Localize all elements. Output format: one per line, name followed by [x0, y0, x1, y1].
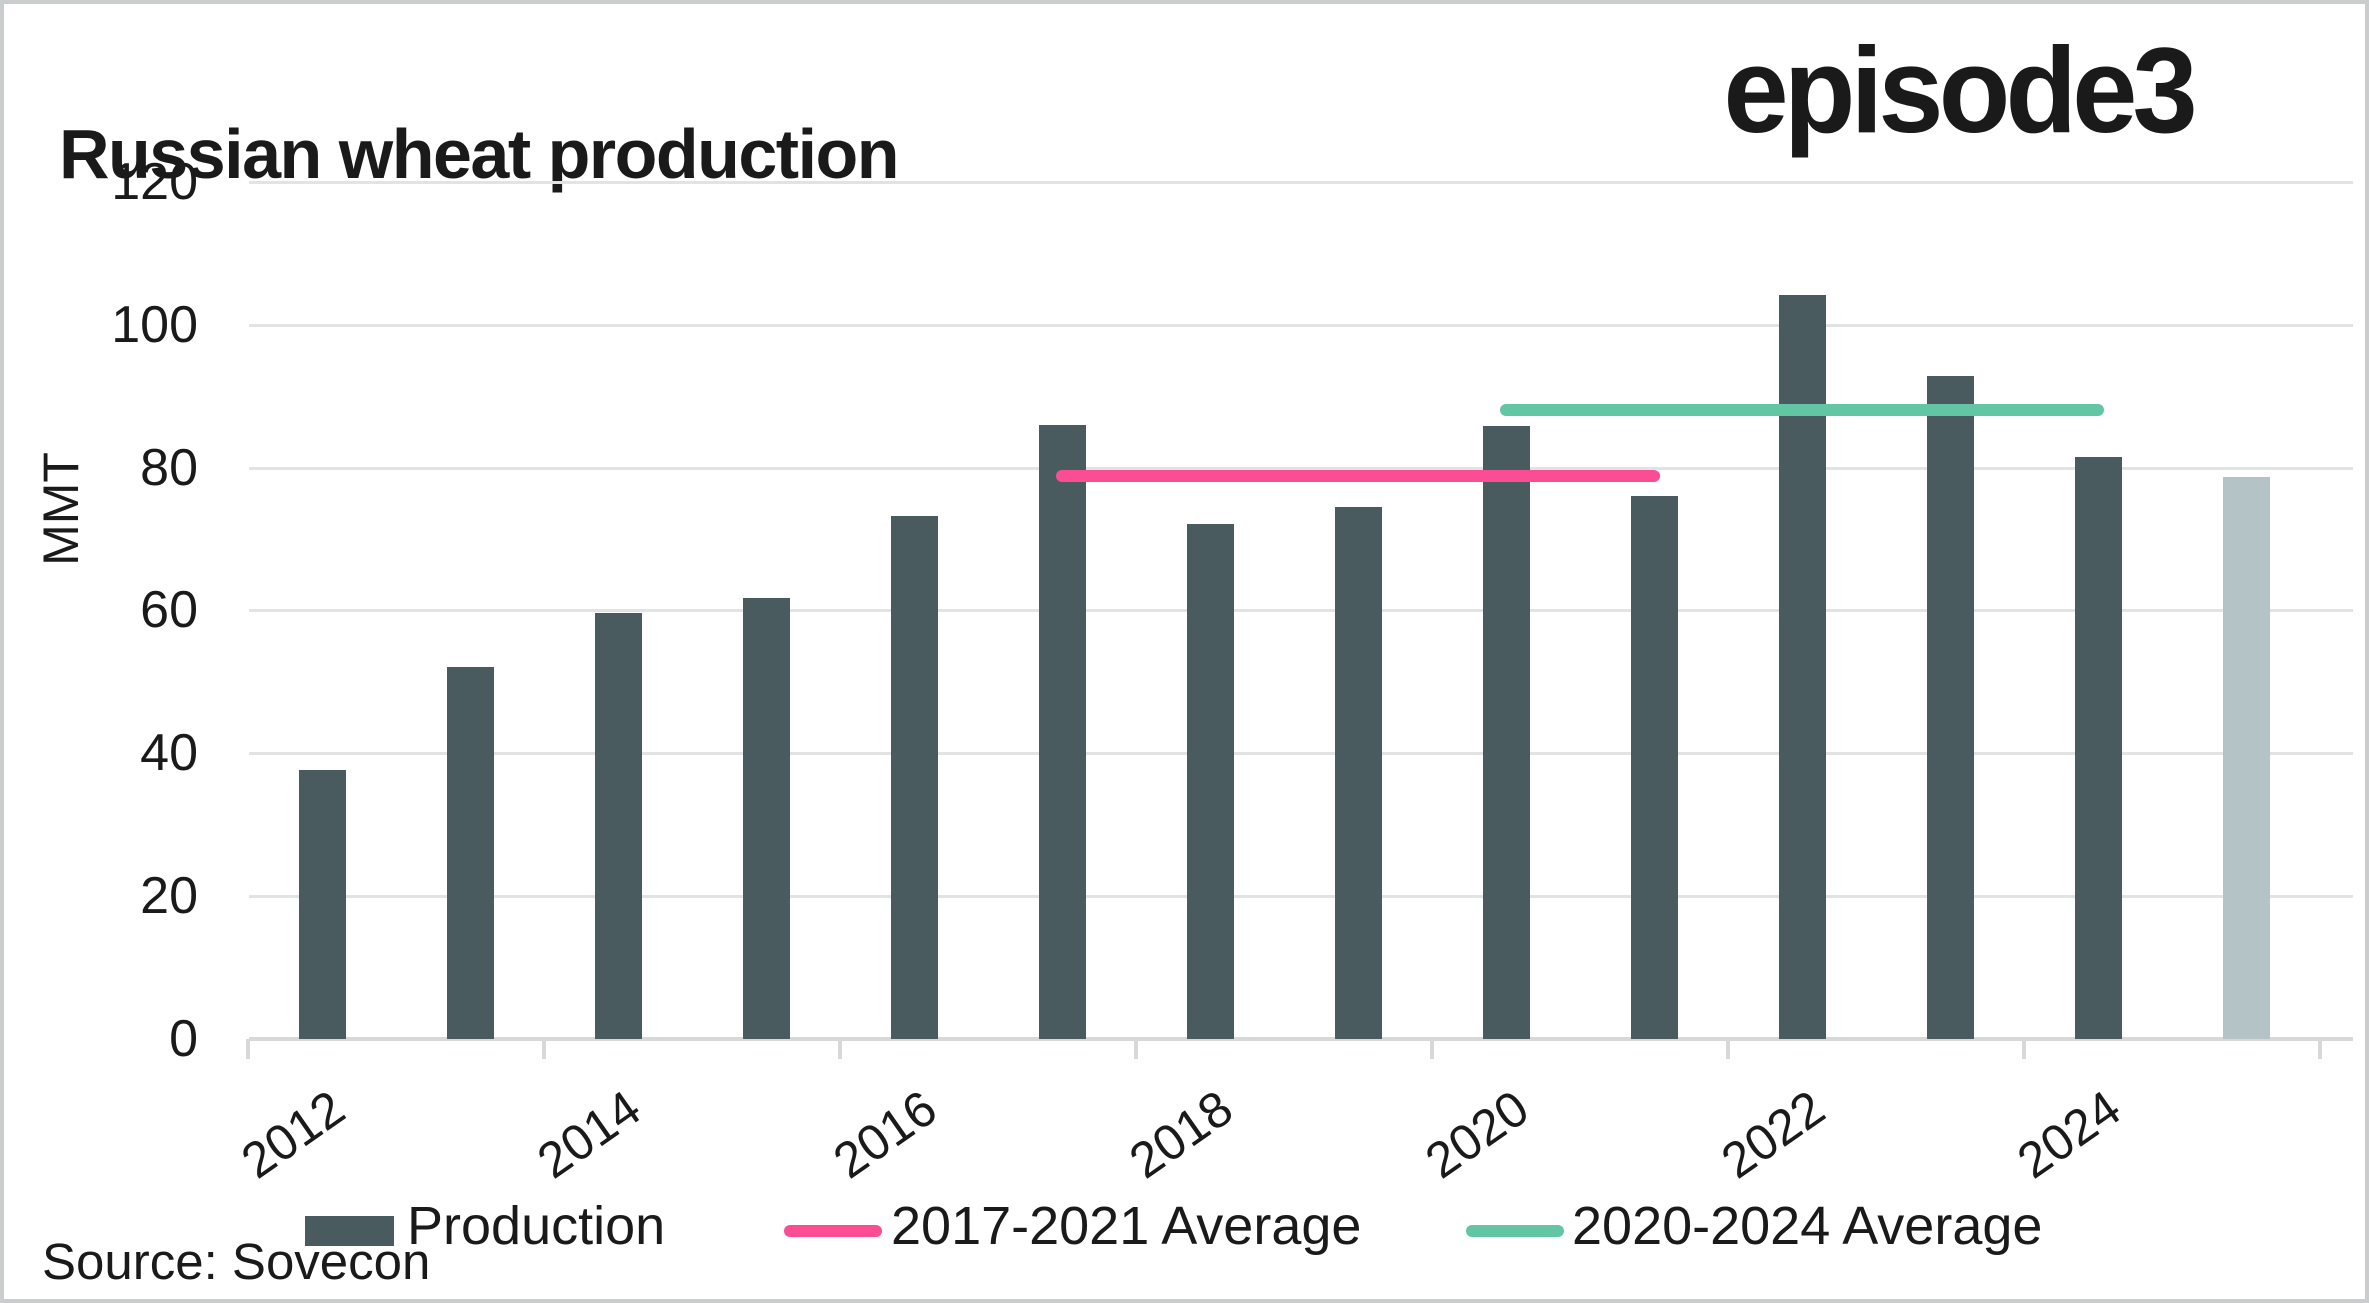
x-tick-label-2014: 2014: [527, 1079, 651, 1190]
y-tick-label-80: 80: [140, 438, 198, 497]
bar-2016: [890, 515, 938, 1039]
bar-2017: [1038, 424, 1086, 1039]
y-tick-label-40: 40: [140, 724, 198, 783]
legend-label-production: Production: [407, 1196, 666, 1256]
bar-2025-forecast: [2222, 476, 2270, 1039]
legend-swatch-production: [305, 1216, 394, 1246]
y-tick-label-60: 60: [140, 581, 198, 640]
legend-label-2020-2024-average: 2020-2024 Average: [1572, 1196, 2043, 1256]
y-axis-title: MMT: [33, 452, 89, 566]
gridline-40: [249, 752, 2353, 756]
bar-2015: [742, 597, 790, 1039]
x-axis-tick-3: [1134, 1039, 1138, 1059]
x-axis-line: [249, 1037, 2353, 1041]
gridline-120: [249, 180, 2353, 184]
page-title: Russian wheat production: [59, 115, 900, 193]
x-axis-tick-2: [838, 1039, 842, 1059]
bar-2014: [594, 612, 642, 1039]
x-tick-label-2012: 2012: [231, 1079, 355, 1190]
bar-2021: [1630, 496, 1678, 1039]
bar-2023: [1926, 376, 1974, 1039]
x-tick-label-2016: 2016: [823, 1079, 947, 1190]
gridline-20: [249, 895, 2353, 899]
gridline-100: [249, 323, 2353, 327]
legend-swatch-2020-2024-average: [1466, 1225, 1564, 1237]
x-axis-tick-4: [1430, 1039, 1434, 1059]
bar-2019: [1334, 506, 1382, 1039]
x-tick-label-2018: 2018: [1119, 1079, 1243, 1190]
legend-label-2017-2021-average: 2017-2021 Average: [891, 1196, 1362, 1256]
bar-2013: [446, 666, 494, 1039]
x-tick-label-2024: 2024: [2007, 1079, 2131, 1190]
y-tick-label-120: 120: [111, 152, 198, 211]
x-tick-label-2020: 2020: [1415, 1079, 1539, 1190]
gridline-80: [249, 466, 2353, 470]
gridline-60: [249, 609, 2353, 613]
x-axis-tick-0: [246, 1039, 250, 1059]
brand-logo: episode3: [1723, 22, 2198, 158]
legend-swatch-2017-2021-average: [784, 1225, 882, 1237]
bar-2020: [1482, 425, 1530, 1039]
y-tick-label-100: 100: [111, 295, 198, 354]
average-line-2020-2024: [1500, 403, 2104, 416]
bar-2012: [298, 769, 346, 1039]
x-tick-label-2022: 2022: [1711, 1079, 1835, 1190]
bar-2022: [1778, 294, 1826, 1039]
source-note: Source: Sovecon: [42, 1233, 431, 1290]
bar-2018: [1186, 524, 1234, 1039]
x-axis-tick-7: [2318, 1039, 2322, 1059]
y-tick-label-20: 20: [140, 867, 198, 926]
y-tick-label-0: 0: [169, 1010, 198, 1068]
x-axis-tick-5: [1726, 1039, 1730, 1059]
x-axis-tick-1: [542, 1039, 546, 1059]
average-line-2017-2021: [1056, 469, 1660, 482]
bar-2024: [2074, 456, 2122, 1039]
x-axis-tick-6: [2022, 1039, 2026, 1059]
